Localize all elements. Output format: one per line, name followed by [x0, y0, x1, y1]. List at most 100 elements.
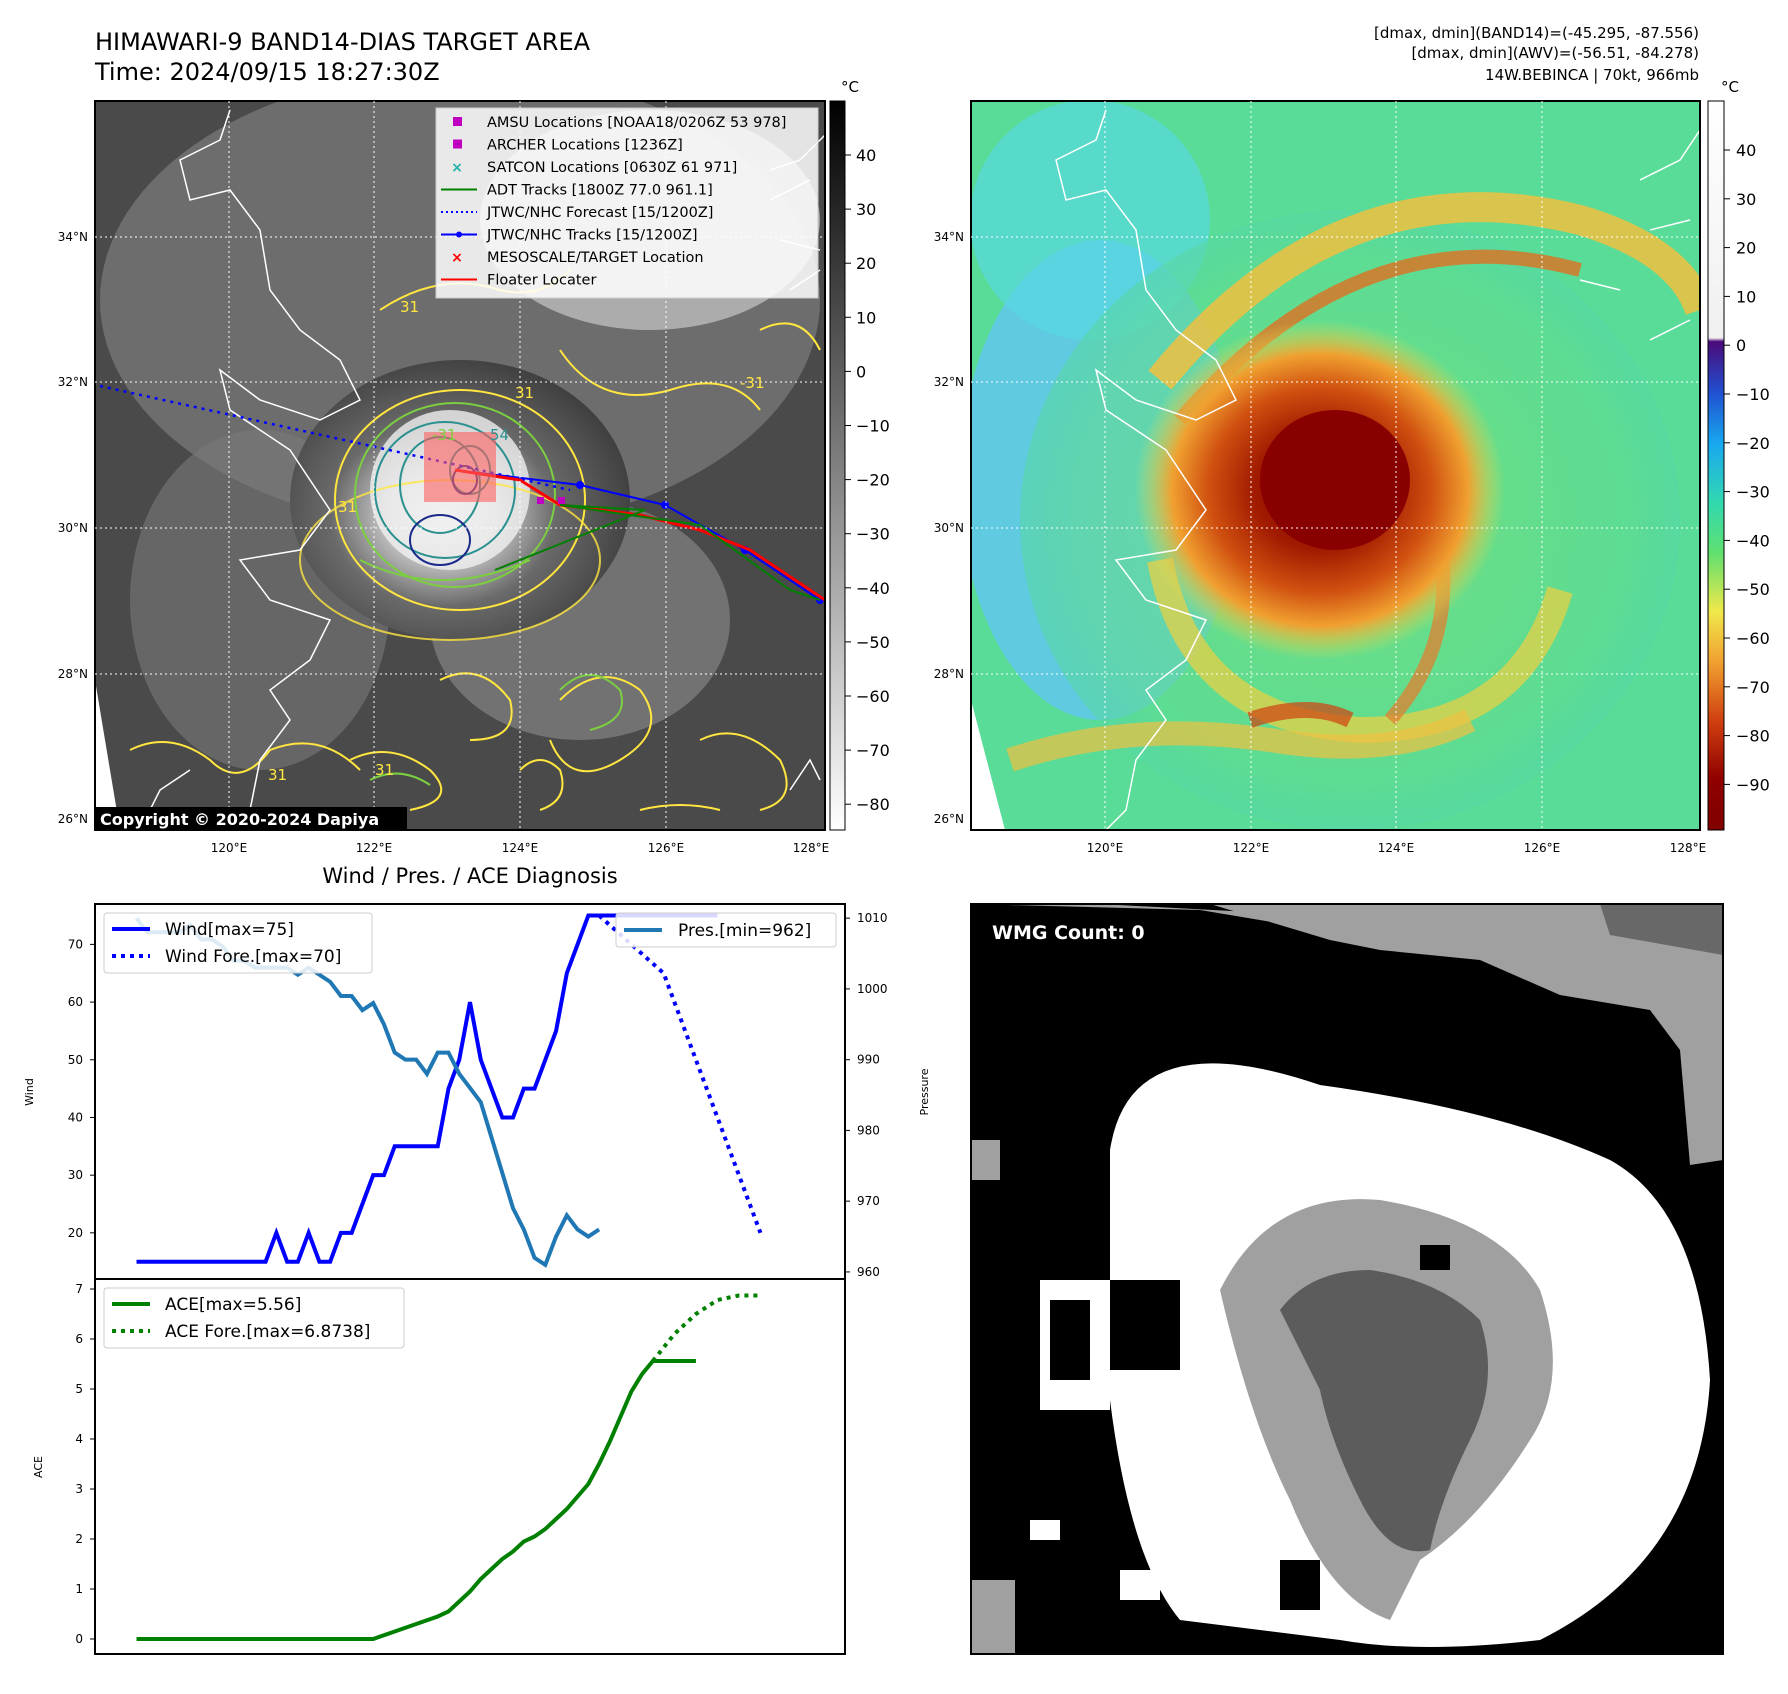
map-legend-item: AMSU Locations [NOAA18/0206Z 53 978] [453, 115, 786, 131]
legend-square-marker [453, 117, 462, 126]
lon-tick: 124°E [502, 841, 539, 855]
colorbar-tick-label: −50 [1736, 580, 1770, 599]
colorbar-tick-label: 40 [1736, 141, 1756, 160]
colorbar-tick-label: 10 [856, 308, 876, 327]
color-map-panel: 120°E 122°E 124°E 126°E 128°E 34°N 32°N … [934, 100, 1706, 855]
lon-tick: 122°E [1233, 841, 1270, 855]
ace-forecast-legend-label: ACE Fore.[max=6.8738] [165, 1322, 370, 1342]
lat-tick: 32°N [934, 375, 964, 389]
wind-legend-label: Wind[max=75] [165, 920, 294, 940]
wind-tick-label: 50 [68, 1053, 83, 1067]
colorbar-tick-label: −10 [856, 417, 890, 436]
map-legend-label: JTWC/NHC Tracks [15/1200Z] [486, 228, 698, 244]
map-legend-item: JTWC/NHC Forecast [15/1200Z] [441, 205, 713, 221]
colorbar-unit: °C [841, 78, 859, 96]
map-legend-label: JTWC/NHC Forecast [15/1200Z] [486, 205, 713, 221]
colorbar-tick-label: 40 [856, 146, 876, 165]
contour-label: -31 [740, 374, 765, 392]
pressure-tick-label: 1010 [857, 911, 888, 925]
colorbar-unit: °C [1721, 78, 1739, 96]
ace-tick-label: 7 [75, 1282, 83, 1296]
colorbar-tick-label: −70 [856, 741, 890, 760]
contour-label: 31 [338, 498, 357, 516]
lat-tick: 28°N [934, 667, 964, 681]
figure-time: Time: 2024/09/15 18:27:30Z [94, 58, 440, 86]
wind-legend: Wind[max=75] Wind Fore.[max=70] [103, 912, 373, 974]
color-imagery [971, 101, 1700, 830]
map-legend-item: × SATCON Locations [0630Z 61 971] [451, 160, 737, 176]
gray-colorbar: °C 40 30 20 10 0 −10 −20 −30 −40 −50 −60 −70 −80 [829, 78, 890, 831]
wind-tick-label: 60 [68, 995, 83, 1009]
colorbar-tick-label: 10 [1736, 287, 1756, 306]
ace-legend: ACE[max=5.56] ACE Fore.[max=6.8738] [103, 1287, 405, 1349]
lat-tick: 34°N [934, 230, 964, 244]
figure-title: HIMAWARI-9 BAND14-DIAS TARGET AREA [95, 28, 591, 56]
pressure-tick-label: 1000 [857, 982, 888, 996]
colorbar-tick-label: −20 [1736, 434, 1770, 453]
map-legend-item: Floater Locater [441, 273, 596, 289]
diagnosis-title: Wind / Pres. / ACE Diagnosis [322, 864, 617, 888]
info-line-2: [dmax, dmin](AWV)=(-56.51, -84.278) [1411, 44, 1699, 62]
lat-tick: 28°N [58, 667, 88, 681]
wmg-count-label: WMG Count: 0 [992, 922, 1145, 944]
pressure-axis-label: Pressure [918, 1068, 931, 1115]
ace-tick-label: 6 [75, 1332, 83, 1346]
lat-tick: 26°N [58, 812, 88, 826]
map-legend-item: × MESOSCALE/TARGET Location [451, 250, 703, 266]
pressure-legend-label: Pres.[min=962] [678, 921, 811, 941]
series-line-ace-fore-max- [651, 1293, 761, 1363]
lon-tick: 120°E [1087, 841, 1124, 855]
map-legend-label: ARCHER Locations [1236Z] [487, 138, 683, 154]
diagnosis-panel: Wind / Pres. / ACE Diagnosis Wind Pressu… [23, 864, 931, 1655]
ace-tick-label: 3 [75, 1482, 83, 1496]
legend-square-marker [453, 139, 462, 149]
ace-tick-label: 4 [75, 1432, 83, 1446]
info-line-3: 14W.BEBINCA | 70kt, 966mb [1485, 66, 1699, 84]
ace-axis-label: ACE [32, 1456, 45, 1478]
colorbar-tick-label: −70 [1736, 678, 1770, 697]
map-legend-label: Floater Locater [487, 273, 596, 289]
copyright-label: Copyright © 2020-2024 Dapiya [100, 810, 379, 829]
colorbar-tick-label: −80 [1736, 727, 1770, 746]
map-legend-item: ARCHER Locations [1236Z] [453, 138, 683, 154]
wind-tick-label: 20 [68, 1226, 83, 1240]
colorbar-tick-label: 0 [1736, 336, 1746, 355]
colorbar-tick-label: −80 [856, 795, 890, 814]
legend-x-marker: × [451, 160, 463, 176]
colorbar-tick-label: −60 [1736, 629, 1770, 648]
contour-label: 31 [515, 384, 534, 402]
wind-tick-label: 40 [68, 1110, 83, 1124]
map-legend-label: ADT Tracks [1800Z 77.0 961.1] [487, 183, 713, 199]
contour-label: 31 [400, 298, 419, 316]
lat-tick: 30°N [58, 521, 88, 535]
wind-axis-label: Wind [23, 1078, 36, 1106]
ace-tick-label: 1 [75, 1582, 83, 1596]
lon-tick: 124°E [1378, 841, 1415, 855]
map-legend-item: JTWC/NHC Tracks [15/1200Z] [441, 228, 698, 244]
legend-x-marker: × [451, 250, 463, 266]
ace-tick-label: 0 [75, 1632, 83, 1646]
colorbar-tick-label: −30 [1736, 483, 1770, 502]
lon-tick: 122°E [356, 841, 393, 855]
colorbar-tick-label: 30 [856, 200, 876, 219]
ace-tick-label: 5 [75, 1382, 83, 1396]
contour-label: 54 [490, 426, 509, 444]
lon-tick: 128°E [793, 841, 830, 855]
map-legend-item: ADT Tracks [1800Z 77.0 961.1] [441, 183, 713, 199]
contour-label: 31 [268, 766, 287, 784]
colorbar-tick-label: 0 [856, 362, 866, 381]
colorbar-tick-label: −50 [856, 633, 890, 652]
color-colorbar: °C 40 30 20 10 0 −10 −20 −30 −40 −50 −60 −70 −80 −90 [1707, 78, 1770, 831]
map-legend-label: MESOSCALE/TARGET Location [487, 250, 704, 266]
lat-tick: 34°N [58, 230, 88, 244]
legend-dot-marker [456, 231, 462, 238]
pressure-legend: Pres.[min=962] [615, 912, 837, 948]
lon-tick: 120°E [211, 841, 248, 855]
contour-label: -31 [432, 426, 457, 444]
ace-legend-label: ACE[max=5.56] [165, 1295, 301, 1315]
lat-tick: 32°N [58, 375, 88, 389]
series-line-ace-max- [136, 1359, 696, 1641]
pressure-tick-label: 990 [857, 1053, 880, 1067]
lat-tick: 26°N [934, 812, 964, 826]
ace-tick-label: 2 [75, 1532, 83, 1546]
